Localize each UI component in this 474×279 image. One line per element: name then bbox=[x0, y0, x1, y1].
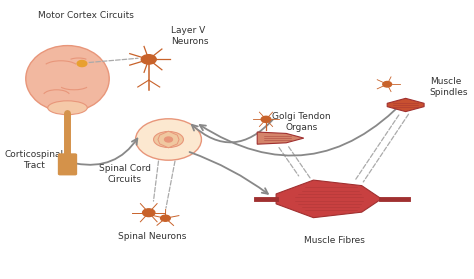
Circle shape bbox=[383, 81, 392, 87]
FancyBboxPatch shape bbox=[58, 153, 77, 175]
Circle shape bbox=[136, 119, 201, 160]
Circle shape bbox=[77, 61, 87, 67]
Text: Motor Cortex Circuits: Motor Cortex Circuits bbox=[38, 11, 134, 20]
Text: Muscle Fibres: Muscle Fibres bbox=[304, 236, 365, 245]
Circle shape bbox=[164, 137, 173, 142]
Text: Muscle
Spindles: Muscle Spindles bbox=[430, 77, 468, 97]
Polygon shape bbox=[257, 132, 304, 144]
Circle shape bbox=[141, 55, 156, 64]
Text: Golgi Tendon
Organs: Golgi Tendon Organs bbox=[272, 112, 331, 132]
Text: Layer V
Neurons: Layer V Neurons bbox=[171, 26, 208, 46]
Ellipse shape bbox=[154, 131, 183, 148]
Ellipse shape bbox=[26, 45, 109, 112]
Ellipse shape bbox=[48, 101, 87, 115]
Circle shape bbox=[161, 215, 170, 221]
Text: Spinal Neurons: Spinal Neurons bbox=[118, 232, 186, 241]
Text: Corticospinal
Tract: Corticospinal Tract bbox=[4, 150, 63, 170]
Polygon shape bbox=[276, 180, 382, 218]
Circle shape bbox=[261, 116, 271, 122]
Text: Spinal Cord
Circuits: Spinal Cord Circuits bbox=[99, 164, 151, 184]
Polygon shape bbox=[158, 131, 179, 148]
Circle shape bbox=[143, 209, 155, 217]
Polygon shape bbox=[387, 98, 424, 112]
